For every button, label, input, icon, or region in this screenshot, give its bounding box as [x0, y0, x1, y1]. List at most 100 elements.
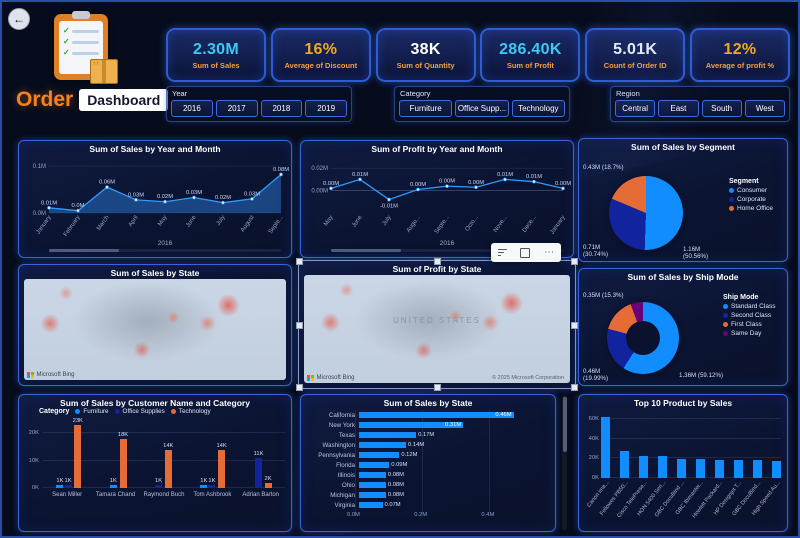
resize-handle[interactable] — [571, 258, 578, 265]
legend-item-furniture[interactable]: Furniture — [75, 408, 109, 415]
bar-pennsylvania[interactable] — [359, 452, 400, 458]
legend-item-corporate[interactable]: Corporate — [729, 196, 773, 203]
bar-florida[interactable] — [359, 462, 390, 468]
legend-item-consumer[interactable]: Consumer — [729, 187, 773, 194]
panel-profit-by-year-month[interactable]: Sum of Profit by Year and Month 0.02M 0.0… — [300, 140, 574, 258]
bar-value-label: 0.12M — [401, 452, 418, 458]
legend-item-home-office[interactable]: Home Office — [729, 205, 773, 212]
slicer-option-2018[interactable]: 2018 — [260, 100, 303, 117]
bar-tom-ashbrook-office-supplies[interactable] — [208, 485, 216, 488]
bar-adrian-barton-office-supplies[interactable] — [255, 457, 263, 488]
bar-tamara-chand-technology[interactable] — [119, 438, 127, 488]
slicer-option-west[interactable]: West — [744, 100, 785, 117]
bar-virginia[interactable] — [359, 502, 383, 508]
bar-ohio[interactable] — [359, 482, 386, 488]
resize-handle[interactable] — [296, 384, 303, 391]
bar-high-speed-au[interactable] — [772, 461, 781, 478]
sales-by-ship-mode[interactable] — [607, 302, 679, 374]
bar-hewlett-packard[interactable] — [715, 459, 724, 478]
slicer-option-east[interactable]: East — [658, 100, 699, 117]
bar-raymond-buch-office-supplies[interactable] — [155, 485, 163, 488]
slicer-option-2017[interactable]: 2017 — [215, 100, 258, 117]
resize-handle[interactable] — [434, 384, 441, 391]
chart-title: Sum of Sales by Segment — [631, 142, 735, 152]
more-options-icon[interactable]: ⋯ — [544, 246, 555, 258]
panel-sales-by-year-month[interactable]: Sum of Sales by Year and Month 0.1M 0.0M 0… — [18, 140, 292, 258]
kpi-card-sum-of-sales[interactable]: 2.30M Sum of Sales — [166, 28, 266, 82]
profit-by-month[interactable]: 0.02M 0.00M 0.00M 0.01M -0.01M 0.00M 0.00M 0.00… — [305, 154, 571, 254]
kpi-card-sum-of-quantity[interactable]: 38K Sum of Quantity — [375, 28, 476, 82]
bar-adrian-barton-technology[interactable] — [264, 482, 272, 488]
bar-sean-miller-office-supplies[interactable] — [64, 485, 72, 488]
bar-gbc-docubind[interactable] — [753, 460, 762, 478]
legend-label: Consumer — [737, 187, 767, 194]
bar-hon-5400-seri[interactable] — [658, 456, 667, 478]
bar-fellowes-pb50[interactable] — [620, 451, 629, 478]
x-tick-label: 0.4M — [481, 512, 495, 518]
scrollbar-thumb[interactable] — [49, 249, 119, 252]
bar-value-label: 23K — [72, 417, 83, 424]
slicer-option-office-supp[interactable]: Office Supp... — [455, 100, 509, 117]
legend-label: Technology — [178, 408, 211, 415]
resize-handle[interactable] — [571, 384, 578, 391]
slicer-option-2016[interactable]: 2016 — [171, 100, 213, 117]
bar-value-label: 0.09M — [391, 462, 408, 468]
bar-raymond-buch-technology[interactable] — [164, 449, 172, 488]
panel-sales-by-customer-category[interactable]: Sum of Sales by Customer Name and Catego… — [18, 394, 292, 532]
kpi-card-average-of-discount[interactable]: 16% Average of Discount — [270, 28, 371, 82]
bar-new-york[interactable]: 0.31M — [359, 422, 464, 428]
panel-sales-by-state-map[interactable]: Sum of Sales by State Microsoft Bing — [18, 264, 292, 386]
bar-washington[interactable] — [359, 442, 407, 448]
bar-cisco-teleprese[interactable] — [639, 455, 648, 478]
slicer-option-south[interactable]: South — [701, 100, 742, 117]
bar-michigan[interactable] — [359, 492, 386, 498]
kpi-card-average-of-profit[interactable]: 12% Average of profit % — [689, 28, 790, 82]
panel-sales-by-ship-mode[interactable]: Sum of Sales by Ship Mode 1.36M (59.12%)… — [578, 268, 788, 386]
resize-handle[interactable] — [434, 258, 441, 265]
scrollbar-thumb[interactable] — [562, 397, 567, 452]
map-canvas[interactable]: UNITED STATES Microsoft Bing © 2025 Micr… — [304, 275, 570, 383]
back-button[interactable]: ← — [8, 8, 30, 30]
resize-handle[interactable] — [571, 321, 578, 329]
bar-hp-designjet-t[interactable] — [734, 459, 743, 478]
bar-canon-ima[interactable] — [601, 417, 610, 478]
kpi-card-sum-of-profit[interactable]: 286.40K Sum of Profit — [480, 28, 581, 82]
sales-by-segment[interactable] — [609, 176, 683, 250]
check-icon: ✓ — [63, 37, 70, 46]
panel-sales-by-segment[interactable]: Sum of Sales by Segment 1.16M (50.56%) 0.… — [578, 138, 788, 262]
bar-tom-ashbrook-furniture[interactable] — [200, 485, 208, 488]
bar-illinois[interactable] — [359, 472, 386, 478]
slicer-option-furniture[interactable]: Furniture — [399, 100, 453, 117]
focus-mode-icon[interactable] — [520, 247, 531, 258]
sales-by-month[interactable]: 0.1M 0.0M 0.01M 0.0M 0.06M 0.03M 0.02M 0.03M 0.0… — [23, 154, 289, 254]
legend-item-technology[interactable]: Technology — [170, 408, 211, 415]
bar-tom-ashbrook-technology[interactable] — [218, 449, 226, 488]
filter-icon[interactable] — [497, 248, 507, 257]
legend-item-same-day[interactable]: Same Day — [723, 330, 775, 337]
map-canvas[interactable]: Microsoft Bing — [24, 279, 286, 380]
panel-top-10-products[interactable]: Top 10 Product by Sales 0K 20K 40K 60K Canon… — [578, 394, 788, 532]
resize-handle[interactable] — [296, 258, 303, 265]
panel-sales-by-state-bars[interactable]: Sum of Sales by State California 0.46M New… — [300, 394, 556, 532]
bar-gbc-ibimaster[interactable] — [696, 459, 705, 478]
kpi-card-count-of-order-id[interactable]: 5.01K Count of Order ID — [585, 28, 686, 82]
slicer-option-technology[interactable]: Technology — [511, 100, 565, 117]
panel-profit-by-state-map[interactable]: Sum of Profit by State UNITED STATES Mic… — [296, 258, 578, 391]
vertical-scrollbar[interactable] — [562, 395, 567, 530]
bar-sean-miller-technology[interactable] — [74, 424, 82, 488]
bar-california[interactable]: 0.46M — [359, 412, 514, 418]
bar-sean-miller-furniture[interactable] — [56, 485, 64, 488]
scrollbar-thumb[interactable] — [331, 249, 401, 252]
resize-handle[interactable] — [296, 321, 303, 329]
chart-title: Top 10 Product by Sales — [633, 398, 733, 408]
slicer-option-central[interactable]: Central — [615, 100, 656, 117]
legend-item-first-class[interactable]: First Class — [723, 321, 775, 328]
legend-item-standard-class[interactable]: Standard Class — [723, 303, 775, 310]
legend-item-office-supplies[interactable]: Office Supplies — [114, 408, 165, 415]
bar-tamara-chand-furniture[interactable] — [109, 485, 117, 488]
slicer-option-2019[interactable]: 2019 — [305, 100, 347, 117]
legend-item-second-class[interactable]: Second Class — [723, 312, 775, 319]
bar-gbc-docubind[interactable] — [677, 458, 686, 478]
bar-texas[interactable] — [359, 432, 417, 438]
category-label: Virginia — [334, 501, 355, 509]
